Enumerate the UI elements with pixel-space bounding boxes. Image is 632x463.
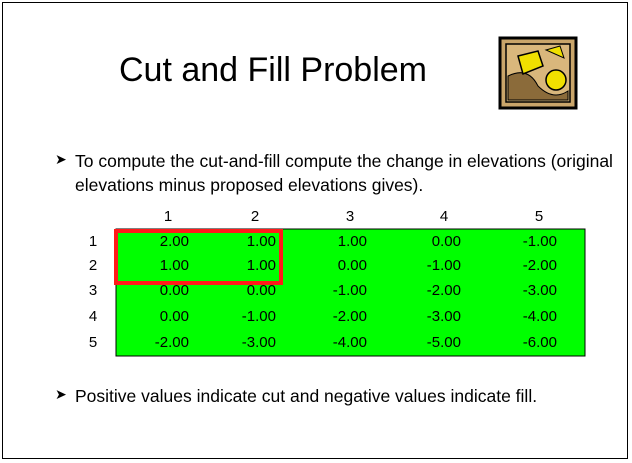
slide: Cut and Fill Problem ➤ To compute the cu… [2, 2, 628, 459]
table-cell: 1.00 [338, 233, 367, 250]
table-cell: -5.00 [427, 334, 461, 351]
table-cell: -3.00 [523, 282, 557, 299]
table-cell: -6.00 [523, 334, 557, 351]
table-cell: 1.00 [160, 257, 189, 274]
column-header: 4 [440, 208, 448, 225]
table-cell: -1.00 [242, 308, 276, 325]
row-header: 4 [89, 308, 97, 325]
table-cell: -2.00 [523, 257, 557, 274]
table-cell: -1.00 [333, 282, 367, 299]
table-cell: 0.00 [160, 282, 189, 299]
table-cell: -4.00 [333, 334, 367, 351]
column-header: 5 [535, 208, 543, 225]
table-cell: -1.00 [523, 233, 557, 250]
row-header: 3 [89, 282, 97, 299]
table-cell: 1.00 [247, 233, 276, 250]
table-cell: -2.00 [155, 334, 189, 351]
table-cell: 2.00 [160, 233, 189, 250]
table-cell: -2.00 [333, 308, 367, 325]
column-header: 1 [164, 208, 172, 225]
row-header: 1 [89, 233, 97, 250]
column-header: 3 [346, 208, 354, 225]
table-cell: 0.00 [338, 257, 367, 274]
bullet-text: Positive values indicate cut and negativ… [75, 384, 615, 408]
table-cell: 0.00 [432, 233, 461, 250]
table-cell: 0.00 [247, 282, 276, 299]
row-header: 2 [89, 257, 97, 274]
table-cell: -1.00 [427, 257, 461, 274]
table-cell: -4.00 [523, 308, 557, 325]
table-cell: -2.00 [427, 282, 461, 299]
bullet-marker: ➤ [55, 386, 67, 403]
table-cell: 1.00 [247, 257, 276, 274]
table-cell: -3.00 [242, 334, 276, 351]
table-cell: 0.00 [160, 308, 189, 325]
table-cell: -3.00 [427, 308, 461, 325]
row-header: 5 [89, 334, 97, 351]
column-header: 2 [251, 208, 259, 225]
